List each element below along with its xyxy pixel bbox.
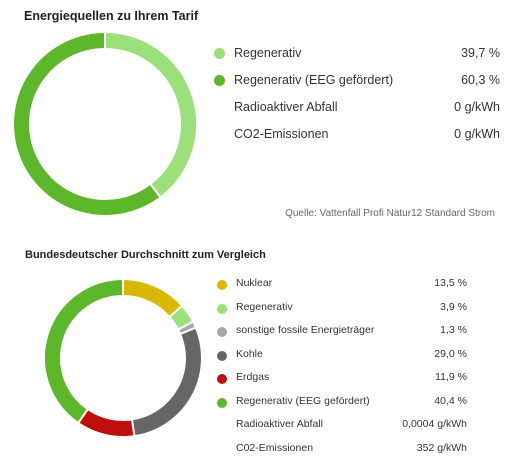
legend-row-regenerativ: Regenerativ 39,7 % bbox=[212, 44, 502, 64]
slice-regenerativ-eeg-gefoerdert bbox=[12, 30, 162, 217]
legend-label: Regenerativ (EEG gefördert) bbox=[234, 73, 394, 87]
legend-label: sonstige fossile Energieträger bbox=[236, 324, 375, 336]
legend-marker-sonstige-fossile-energietraeger bbox=[217, 327, 227, 337]
chart-title-durchschnitt: Bundesdeutscher Durchschnitt zum Verglei… bbox=[25, 249, 266, 261]
legend-marker-regenerativ-eeg-gefoerdert bbox=[214, 75, 225, 86]
legend-row-regenerativ-eeg-gefoerdert: Regenerativ (EEG gefördert) 60,3 % bbox=[212, 71, 502, 91]
legend-row-nuklear: Nuklear 13,5 % bbox=[216, 275, 471, 295]
legend-row-kohle: Kohle 29,0 % bbox=[216, 346, 471, 366]
legend-label: C02-Emissionen bbox=[236, 441, 314, 454]
chart-title-tarif: Energiequellen zu Ihrem Tarif bbox=[24, 9, 199, 23]
legend-marker-nuklear bbox=[217, 280, 227, 290]
legend-label: Radioaktiver Abfall bbox=[234, 100, 338, 114]
slice-kohle bbox=[130, 326, 203, 438]
legend-value: 11,9 % bbox=[435, 371, 467, 383]
legend-value: 1,3 % bbox=[440, 324, 467, 336]
legend-label: Kohle bbox=[236, 347, 263, 360]
legend-label: Nuklear bbox=[236, 277, 273, 289]
donut-chart-durchschnitt bbox=[43, 277, 203, 438]
legend-row-regenerativ: Regenerativ 3,9 % bbox=[216, 299, 471, 319]
legend-row-erdgas: Erdgas 11,9 % bbox=[216, 369, 471, 389]
legend-value: 352 g/kWh bbox=[416, 441, 467, 454]
slice-regenerativ-eeg-gefoerdert bbox=[43, 277, 124, 425]
legend-value: 40,4 % bbox=[434, 394, 467, 407]
slice-nuklear bbox=[122, 277, 184, 319]
legend-marker-erdgas bbox=[217, 374, 227, 384]
legend-value: 29,0 % bbox=[434, 347, 467, 360]
legend-value: 0,0004 g/kWh bbox=[402, 418, 467, 430]
legend-row-radioaktiver-abfall: Radioaktiver Abfall 0,0004 g/kWh bbox=[216, 416, 471, 436]
legend-marker-kohle bbox=[217, 350, 227, 361]
legend-durchschnitt: Nuklear 13,5 % Regenerativ 3,9 % sonstige fo… bbox=[216, 275, 471, 455]
legend-label: Regenerativ (EEG gefördert) bbox=[236, 394, 370, 407]
legend-value: 60,3 % bbox=[461, 73, 500, 87]
legend-label: CO2-Emissionen bbox=[234, 127, 329, 141]
source-note: Quelle: Vattenfall Profi Natur12 Standar… bbox=[285, 208, 495, 219]
legend-value: 13,5 % bbox=[434, 277, 467, 289]
legend-value: 0 g/kWh bbox=[454, 100, 500, 114]
legend-row-radioaktiver-abfall: Radioaktiver Abfall 0 g/kWh bbox=[212, 98, 502, 118]
legend-row-sonstige-fossile-energietraeger: sonstige fossile Energieträger 1,3 % bbox=[216, 322, 471, 342]
legend-value: 3,9 % bbox=[440, 300, 467, 313]
legend-row-c02-emissionen: C02-Emissionen 352 g/kWh bbox=[216, 440, 471, 460]
legend-label: Regenerativ bbox=[234, 46, 302, 60]
legend-tarif: Regenerativ 39,7 % Regenerativ (EEG geförd… bbox=[212, 44, 502, 154]
legend-marker-regenerativ bbox=[214, 48, 225, 59]
legend-marker-regenerativ-eeg-gefoerdert bbox=[217, 397, 227, 408]
legend-row-regenerativ-eeg-gefoerdert: Regenerativ (EEG gefördert) 40,4 % bbox=[216, 393, 471, 413]
slice-erdgas bbox=[76, 407, 136, 438]
legend-row-co2-emissionen: CO2-Emissionen 0 g/kWh bbox=[212, 125, 502, 145]
legend-value: 39,7 % bbox=[461, 46, 500, 60]
donut-chart-tarif bbox=[12, 30, 198, 217]
legend-label: Erdgas bbox=[236, 371, 270, 383]
slice-regenerativ bbox=[104, 30, 198, 199]
legend-label: Radioaktiver Abfall bbox=[236, 418, 323, 430]
legend-value: 0 g/kWh bbox=[454, 127, 500, 141]
legend-label: Regenerativ bbox=[236, 300, 293, 313]
legend-marker-regenerativ bbox=[217, 303, 227, 314]
